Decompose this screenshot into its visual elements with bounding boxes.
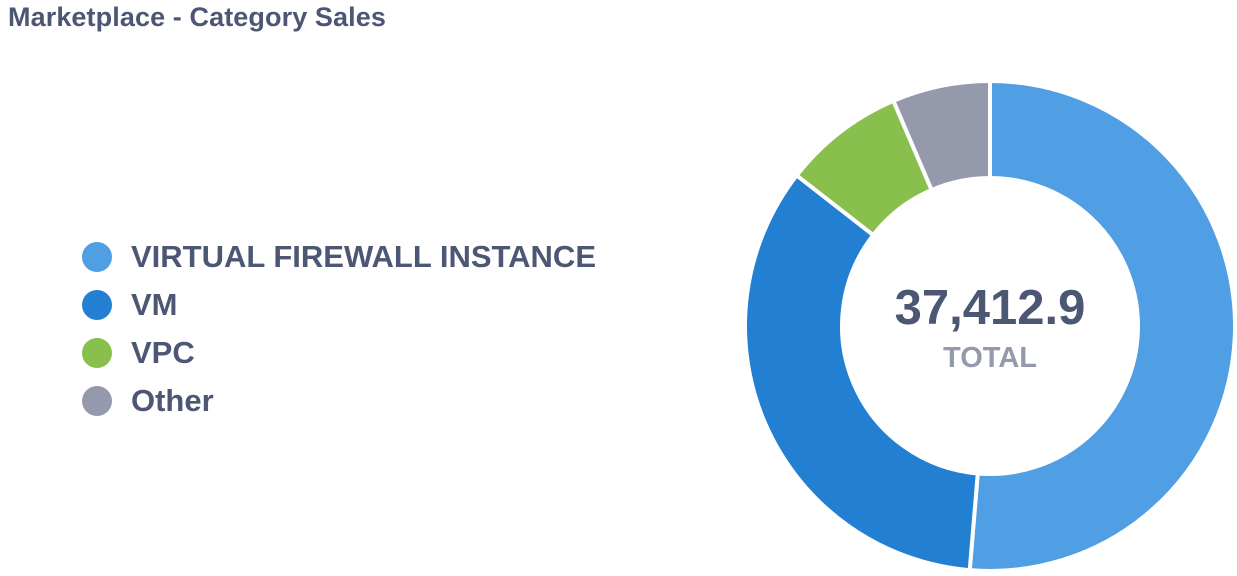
donut-slices xyxy=(743,78,1237,573)
donut-slice[interactable] xyxy=(967,78,1237,573)
donut-slice[interactable] xyxy=(743,172,980,573)
legend-label: VPC xyxy=(131,335,195,370)
total-value: 37,412.9 xyxy=(895,281,1086,335)
legend-swatch xyxy=(82,338,112,368)
legend-label: VIRTUAL FIREWALL INSTANCE xyxy=(131,239,596,274)
donut-slice[interactable] xyxy=(890,78,992,193)
legend-item[interactable]: VM xyxy=(82,281,596,329)
legend-swatch xyxy=(82,242,112,272)
total-label: TOTAL xyxy=(943,342,1037,374)
donut-chart: 37,412.9 TOTAL xyxy=(743,78,1237,573)
legend-swatch xyxy=(82,386,112,416)
legend-item[interactable]: VPC xyxy=(82,329,596,377)
legend-item[interactable]: VIRTUAL FIREWALL INSTANCE xyxy=(82,233,596,281)
chart-legend: VIRTUAL FIREWALL INSTANCE VM VPC Other xyxy=(82,233,596,425)
legend-swatch xyxy=(82,290,112,320)
legend-label: VM xyxy=(131,287,178,322)
legend-label: Other xyxy=(131,383,214,418)
chart-title: Marketplace - Category Sales xyxy=(8,2,386,32)
legend-item[interactable]: Other xyxy=(82,377,596,425)
